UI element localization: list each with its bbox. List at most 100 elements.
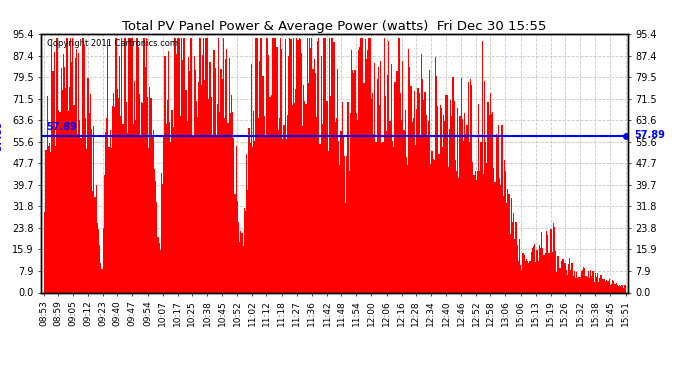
Bar	[389, 120, 391, 292]
Bar	[286, 139, 287, 292]
Text: 57.89: 57.89	[0, 120, 3, 151]
Bar	[473, 175, 475, 292]
Bar	[560, 268, 561, 292]
Bar	[618, 286, 619, 292]
Bar	[323, 38, 324, 292]
Bar	[596, 277, 597, 292]
Bar	[542, 248, 543, 292]
Bar	[491, 114, 492, 292]
Bar	[622, 288, 624, 292]
Bar	[413, 118, 414, 292]
Bar	[355, 113, 357, 292]
Bar	[318, 38, 319, 292]
Bar	[544, 254, 546, 292]
Bar	[125, 38, 126, 292]
Bar	[590, 270, 591, 292]
Bar	[196, 100, 197, 292]
Bar	[615, 283, 617, 292]
Bar	[419, 93, 420, 292]
Bar	[215, 68, 216, 292]
Bar	[475, 180, 477, 292]
Bar	[581, 271, 582, 292]
Bar	[184, 38, 186, 292]
Bar	[533, 246, 534, 292]
Bar	[433, 159, 434, 292]
Bar	[121, 38, 122, 292]
Bar	[507, 189, 509, 292]
Bar	[585, 276, 586, 292]
Bar	[571, 264, 573, 292]
Bar	[134, 81, 135, 292]
Bar	[299, 39, 301, 292]
Bar	[81, 38, 83, 292]
Bar	[428, 121, 429, 292]
Bar	[610, 285, 611, 292]
Bar	[190, 38, 191, 292]
Bar	[203, 38, 204, 292]
Bar	[485, 142, 486, 292]
Bar	[238, 222, 239, 292]
Bar	[47, 96, 48, 292]
Bar	[563, 259, 564, 292]
Bar	[301, 53, 302, 292]
Bar	[613, 281, 615, 292]
Bar	[554, 227, 555, 292]
Bar	[591, 276, 592, 292]
Bar	[358, 50, 359, 292]
Bar	[500, 186, 502, 292]
Bar	[380, 61, 382, 292]
Bar	[548, 253, 549, 292]
Bar	[186, 122, 188, 292]
Bar	[206, 38, 208, 292]
Bar	[122, 124, 124, 292]
Bar	[577, 278, 578, 292]
Bar	[296, 38, 297, 292]
Bar	[409, 67, 411, 292]
Bar	[92, 191, 93, 292]
Bar	[414, 90, 415, 292]
Bar	[182, 60, 183, 292]
Bar	[237, 201, 238, 292]
Bar	[469, 142, 470, 292]
Bar	[230, 113, 231, 292]
Bar	[161, 173, 162, 292]
Bar	[272, 38, 273, 292]
Bar	[133, 124, 134, 292]
Bar	[62, 90, 63, 292]
Bar	[260, 38, 262, 292]
Bar	[576, 272, 577, 292]
Bar	[367, 50, 368, 292]
Bar	[368, 38, 370, 292]
Bar	[317, 41, 318, 292]
Bar	[147, 97, 148, 292]
Bar	[78, 53, 79, 292]
Bar	[365, 39, 366, 292]
Bar	[79, 120, 81, 292]
Bar	[275, 38, 277, 292]
Bar	[449, 129, 450, 292]
Bar	[421, 54, 422, 292]
Bar	[48, 147, 49, 292]
Bar	[348, 171, 350, 292]
Bar	[434, 160, 435, 292]
Bar	[244, 208, 245, 292]
Bar	[436, 76, 437, 292]
Bar	[124, 38, 125, 292]
Bar	[401, 120, 402, 292]
Bar	[387, 75, 388, 292]
Bar	[95, 197, 96, 292]
Bar	[85, 118, 86, 292]
Bar	[91, 129, 92, 292]
Bar	[457, 108, 458, 292]
Bar	[166, 124, 167, 292]
Bar	[343, 136, 344, 292]
Bar	[170, 142, 171, 292]
Bar	[145, 66, 146, 292]
Bar	[73, 105, 75, 292]
Bar	[59, 112, 61, 292]
Bar	[268, 55, 269, 292]
Bar	[350, 113, 351, 292]
Bar	[172, 127, 174, 292]
Bar	[540, 248, 541, 292]
Bar	[213, 50, 215, 292]
